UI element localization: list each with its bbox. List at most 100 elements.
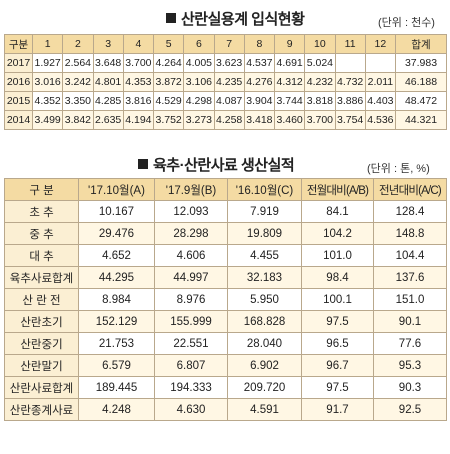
row-label: 대 추 bbox=[4, 244, 79, 267]
table-cell: 3.460 bbox=[273, 110, 306, 130]
table-row: 2017 1.927 2.564 3.648 3.700 4.264 4.005… bbox=[4, 53, 447, 73]
header-cell: 6 bbox=[183, 34, 215, 54]
square-bullet-icon bbox=[138, 159, 148, 169]
table-cell: 4.652 bbox=[78, 244, 155, 267]
table-cell: 96.7 bbox=[301, 354, 374, 377]
header-cell: 합계 bbox=[395, 34, 447, 54]
header-cell: '16.10월(C) bbox=[227, 178, 302, 201]
header-cell: 8 bbox=[243, 34, 276, 54]
square-bullet-icon bbox=[166, 13, 176, 23]
table-cell: 189.445 bbox=[78, 376, 155, 399]
table-cell: 2.564 bbox=[62, 53, 94, 73]
section2-title-text: 육추·산란사료 생산실적 bbox=[153, 157, 295, 174]
table-row: 산란종계사료 4.248 4.630 4.591 91.7 92.5 bbox=[4, 398, 447, 421]
section1-title-text: 산란실용계 입식현황 bbox=[181, 11, 305, 28]
row-label: 2017 bbox=[4, 53, 33, 73]
header-cell: '17.9월(B) bbox=[154, 178, 228, 201]
table-header-row: 구분 1 2 3 4 5 6 7 8 9 10 11 12 합계 bbox=[4, 34, 447, 54]
table-cell: 28.040 bbox=[227, 332, 302, 355]
header-cell: '17.10월(A) bbox=[78, 178, 155, 201]
header-cell: 7 bbox=[213, 34, 245, 54]
table-cell: 2.635 bbox=[92, 110, 124, 130]
table-cell: 92.5 bbox=[373, 398, 447, 421]
table-cell: 3.350 bbox=[62, 91, 94, 111]
table-row: 2015 4.352 3.350 4.285 3.816 4.529 4.298… bbox=[4, 91, 447, 111]
header-cell: 12 bbox=[364, 34, 397, 54]
table-row: 2016 3.016 3.242 4.801 4.353 3.872 3.106… bbox=[4, 72, 447, 92]
table-cell: 155.999 bbox=[154, 310, 228, 333]
row-label: 육추사료합계 bbox=[4, 266, 79, 289]
table-cell: 97.5 bbox=[301, 310, 374, 333]
table-row: 산란초기 152.129 155.999 168.828 97.5 90.1 bbox=[4, 310, 447, 333]
table-cell: 3.242 bbox=[62, 72, 94, 92]
table-row: 중 추 29.476 28.298 19.809 104.2 148.8 bbox=[4, 222, 447, 245]
table-cell: 2.011 bbox=[364, 72, 397, 92]
table-cell: 4.235 bbox=[213, 72, 245, 92]
table-cell: 3.106 bbox=[183, 72, 215, 92]
header-cell: 구분 bbox=[4, 34, 33, 54]
table-cell: 10.167 bbox=[78, 200, 155, 223]
table-cell: 209.720 bbox=[227, 376, 302, 399]
row-label: 산 란 전 bbox=[4, 288, 79, 311]
header-cell: 전월대비(A/B) bbox=[301, 178, 374, 201]
table-cell: 151.0 bbox=[373, 288, 447, 311]
table-cell: 4.455 bbox=[227, 244, 302, 267]
table-cell: 32.183 bbox=[227, 266, 302, 289]
table-cell: 7.919 bbox=[227, 200, 302, 223]
header-cell: 구 분 bbox=[4, 178, 79, 201]
table-row: 2014 3.499 3.842 2.635 4.194 3.752 3.273… bbox=[4, 110, 447, 130]
header-cell: 10 bbox=[304, 34, 336, 54]
table-cell: 137.6 bbox=[373, 266, 447, 289]
header-cell: 3 bbox=[92, 34, 124, 54]
table-cell: 4.264 bbox=[152, 53, 185, 73]
table-cell: 4.352 bbox=[31, 91, 64, 111]
table-cell: 3.016 bbox=[31, 72, 64, 92]
section1-title: 산란실용계 입식현황 bbox=[166, 8, 305, 29]
table-cell: 4.529 bbox=[152, 91, 185, 111]
table-cell: 95.3 bbox=[373, 354, 447, 377]
table-cell: 4.232 bbox=[304, 72, 336, 92]
row-label: 초 추 bbox=[4, 200, 79, 223]
header-cell: 9 bbox=[273, 34, 306, 54]
table-cell: 3.818 bbox=[304, 91, 336, 111]
header-cell: 4 bbox=[122, 34, 155, 54]
feed-production-table: 구 분 '17.10월(A) '17.9월(B) '16.10월(C) 전월대비… bbox=[4, 178, 447, 421]
table-row: 산란사료합계 189.445 194.333 209.720 97.5 90.3 bbox=[4, 376, 447, 399]
table-cell: 4.248 bbox=[78, 398, 155, 421]
table-cell: 19.809 bbox=[227, 222, 302, 245]
table-cell: 104.2 bbox=[301, 222, 374, 245]
table-row: 산란중기 21.753 22.551 28.040 96.5 77.6 bbox=[4, 332, 447, 355]
header-cell: 1 bbox=[31, 34, 64, 54]
table-cell: 6.579 bbox=[78, 354, 155, 377]
row-label: 산란말기 bbox=[4, 354, 79, 377]
section1-unit: (단위 : 천수) bbox=[378, 17, 435, 29]
table-row: 대 추 4.652 4.606 4.455 101.0 104.4 bbox=[4, 244, 447, 267]
table-cell: 3.648 bbox=[92, 53, 124, 73]
row-label: 산란종계사료 bbox=[4, 398, 79, 421]
table-cell: 4.403 bbox=[364, 91, 397, 111]
table-cell: 104.4 bbox=[373, 244, 447, 267]
total-cell: 46.188 bbox=[395, 72, 447, 92]
table-cell: 3.842 bbox=[62, 110, 94, 130]
table-cell: 6.807 bbox=[154, 354, 228, 377]
table-cell: 28.298 bbox=[154, 222, 228, 245]
table-row: 산란말기 6.579 6.807 6.902 96.7 95.3 bbox=[4, 354, 447, 377]
table-cell: 22.551 bbox=[154, 332, 228, 355]
table-cell: 152.129 bbox=[78, 310, 155, 333]
row-label: 2015 bbox=[4, 91, 33, 111]
table-cell: 194.333 bbox=[154, 376, 228, 399]
table-cell: 44.295 bbox=[78, 266, 155, 289]
table-cell: 3.872 bbox=[152, 72, 185, 92]
table-cell: 4.285 bbox=[92, 91, 124, 111]
table-cell: 4.312 bbox=[273, 72, 306, 92]
chick-placement-table: 구분 1 2 3 4 5 6 7 8 9 10 11 12 합계 2017 1.… bbox=[4, 34, 447, 130]
table-cell: 4.591 bbox=[227, 398, 302, 421]
table-cell: 4.258 bbox=[213, 110, 245, 130]
header-cell: 전년대비(A/C) bbox=[373, 178, 447, 201]
row-label: 2016 bbox=[4, 72, 33, 92]
row-label: 2014 bbox=[4, 110, 33, 130]
table-cell: 4.537 bbox=[243, 53, 276, 73]
table-cell: 96.5 bbox=[301, 332, 374, 355]
table-cell: 4.298 bbox=[183, 91, 215, 111]
table-cell: 3.623 bbox=[213, 53, 245, 73]
